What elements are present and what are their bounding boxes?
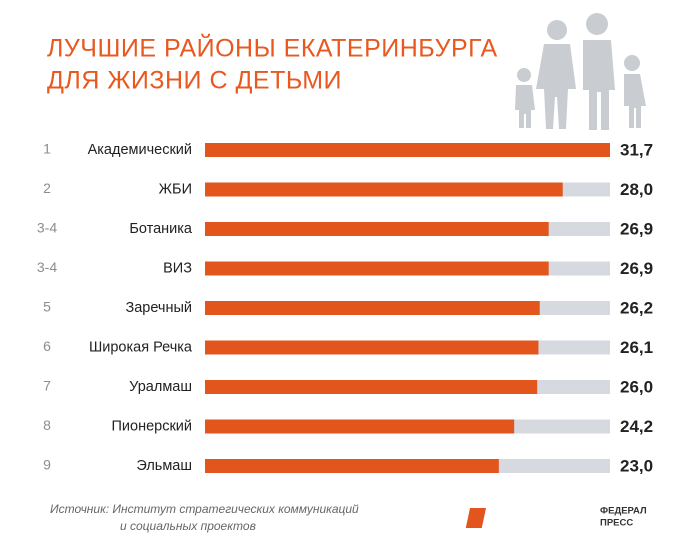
value-label: 26,9 (620, 219, 653, 238)
bar (205, 380, 538, 394)
bar (205, 222, 549, 236)
bar (205, 182, 563, 197)
rank: 1 (43, 141, 51, 157)
rank: 9 (43, 457, 51, 473)
value-label: 26,2 (620, 298, 653, 317)
value-label: 26,0 (620, 377, 653, 396)
bar (205, 143, 610, 157)
category-label: Ботаника (129, 221, 193, 237)
category-label: Эльмаш (136, 458, 192, 474)
category-label: Широкая Речка (89, 339, 193, 355)
bar (205, 261, 549, 276)
bar (205, 340, 539, 355)
rank: 6 (43, 338, 51, 354)
bar (205, 419, 515, 434)
logo-text: ФЕДЕРАЛ (600, 506, 647, 517)
value-label: 23,0 (620, 456, 653, 475)
bar (205, 301, 540, 315)
value-label: 28,0 (620, 180, 653, 199)
category-label: Пионерский (111, 418, 192, 434)
category-label: Заречный (125, 300, 192, 316)
category-label: Академический (88, 142, 192, 158)
category-label: Уралмаш (129, 379, 192, 395)
category-label: ВИЗ (163, 260, 192, 276)
logo-text: ПРЕСС (600, 518, 633, 529)
source: Источник: Институт стратегических коммун… (50, 502, 359, 516)
category-label: ЖБИ (159, 181, 192, 197)
rank: 8 (43, 417, 51, 433)
logo-mark (465, 508, 487, 528)
rank: 5 (43, 299, 51, 315)
family-illustration (515, 13, 646, 130)
rank: 7 (43, 378, 51, 394)
chart-title: ДЛЯ ЖИЗНИ С ДЕТЬМИ (47, 67, 342, 95)
chart-title: ЛУЧШИЕ РАЙОНЫ ЕКАТЕРИНБУРГА (47, 33, 498, 63)
value-label: 26,1 (620, 338, 653, 357)
rank: 2 (43, 180, 51, 196)
logo: ФЕДЕРАЛ ПРЕСС (465, 506, 647, 529)
value-label: 26,9 (620, 259, 653, 278)
value-label: 24,2 (620, 417, 653, 436)
source: и социальных проектов (120, 519, 256, 533)
bar (205, 459, 499, 473)
value-label: 31,7 (620, 140, 653, 159)
rank: 3-4 (37, 259, 57, 275)
rank: 3-4 (37, 220, 57, 236)
